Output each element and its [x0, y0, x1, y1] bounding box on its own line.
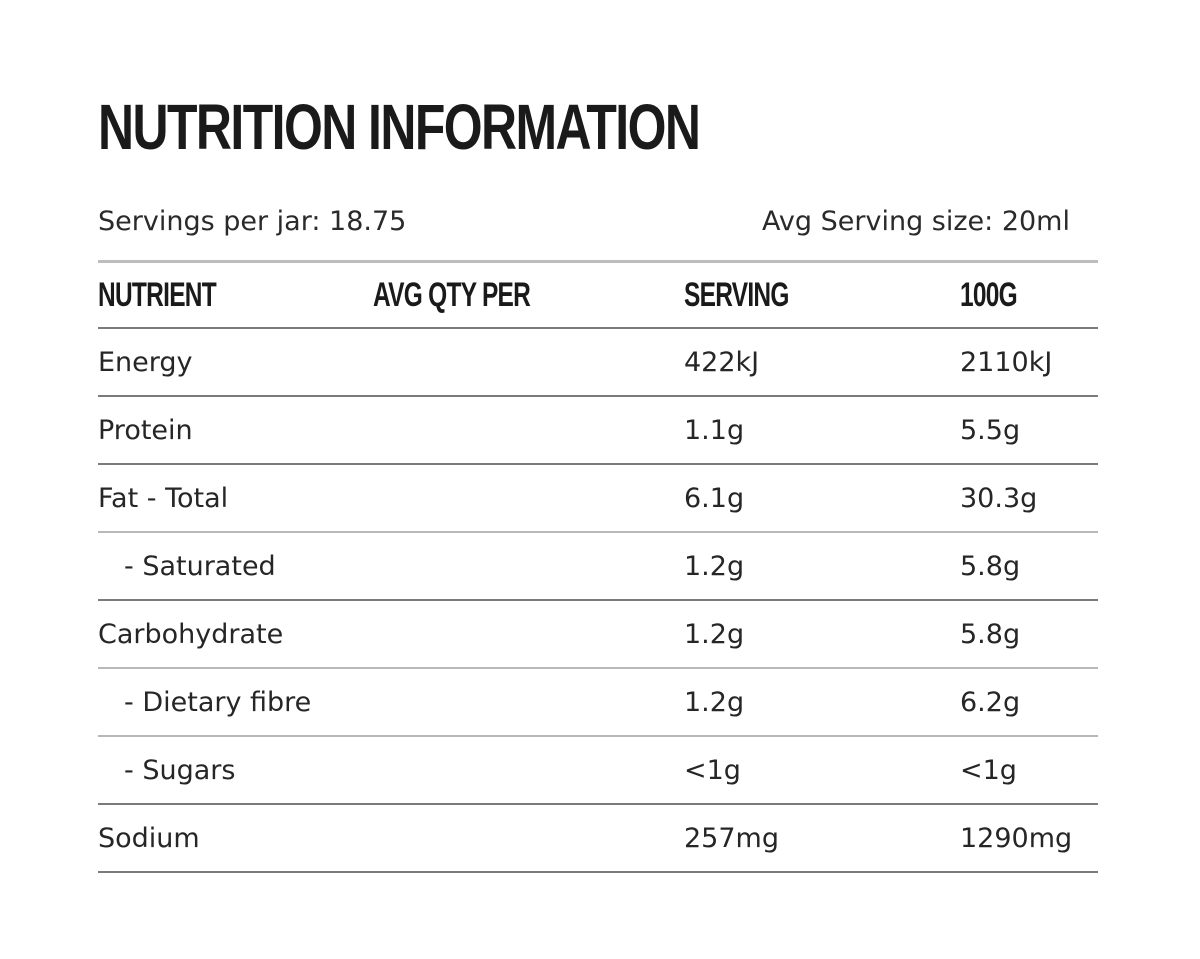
per-100g-value: <1g [960, 754, 1017, 786]
nutrition-panel: NUTRITION INFORMATION Servings per jar: … [98, 91, 1098, 873]
serving-value: 257mg [684, 822, 779, 854]
header-nutrient: NUTRIENT [98, 275, 217, 314]
nutrient-name: - Sugars [124, 754, 236, 786]
servings-per-jar: Servings per jar: 18.75 [98, 206, 407, 237]
table-row: Sodium 257mg 1290mg [98, 805, 1098, 873]
serving-value: 6.1g [684, 482, 745, 514]
table-row: Protein 1.1g 5.5g [98, 397, 1098, 465]
per-100g-value: 5.8g [960, 550, 1021, 582]
serving-value: <1g [684, 754, 741, 786]
table-row: - Sugars <1g <1g [98, 737, 1098, 805]
nutrient-name: Protein [98, 414, 193, 446]
serving-value: 1.2g [684, 618, 745, 650]
table-row: - Saturated 1.2g 5.8g [98, 533, 1098, 601]
nutrient-name: Fat - Total [98, 482, 229, 514]
table-row: - Dietary fibre 1.2g 6.2g [98, 669, 1098, 737]
table-row: Energy 422kJ 2110kJ [98, 329, 1098, 397]
avg-serving-size: Avg Serving size: 20ml [762, 206, 1070, 237]
nutrient-name: Energy [98, 346, 193, 378]
serving-value: 1.2g [684, 550, 745, 582]
nutrition-table: NUTRIENT AVG QTY PER SERVING 100G Energy… [98, 260, 1098, 873]
serving-info: Servings per jar: 18.75 Avg Serving size… [98, 198, 1098, 248]
table-row: Carbohydrate 1.2g 5.8g [98, 601, 1098, 669]
nutrient-name: Carbohydrate [98, 618, 284, 650]
per-100g-value: 6.2g [960, 686, 1021, 718]
nutrient-name: Sodium [98, 822, 200, 854]
per-100g-value: 30.3g [960, 482, 1038, 514]
header-serving: SERVING [684, 275, 789, 314]
serving-value: 1.1g [684, 414, 745, 446]
header-avg-qty-per: AVG QTY PER [373, 275, 531, 314]
table-header-row: NUTRIENT AVG QTY PER SERVING 100G [98, 263, 1098, 329]
serving-value: 422kJ [684, 346, 760, 378]
per-100g-value: 2110kJ [960, 346, 1053, 378]
per-100g-value: 1290mg [960, 822, 1073, 854]
page-title: NUTRITION INFORMATION [98, 91, 701, 163]
table-row: Fat - Total 6.1g 30.3g [98, 465, 1098, 533]
per-100g-value: 5.5g [960, 414, 1021, 446]
header-100g: 100G [960, 275, 1018, 314]
serving-value: 1.2g [684, 686, 745, 718]
nutrient-name: - Saturated [124, 550, 276, 582]
per-100g-value: 5.8g [960, 618, 1021, 650]
nutrient-name: - Dietary fibre [124, 686, 312, 718]
